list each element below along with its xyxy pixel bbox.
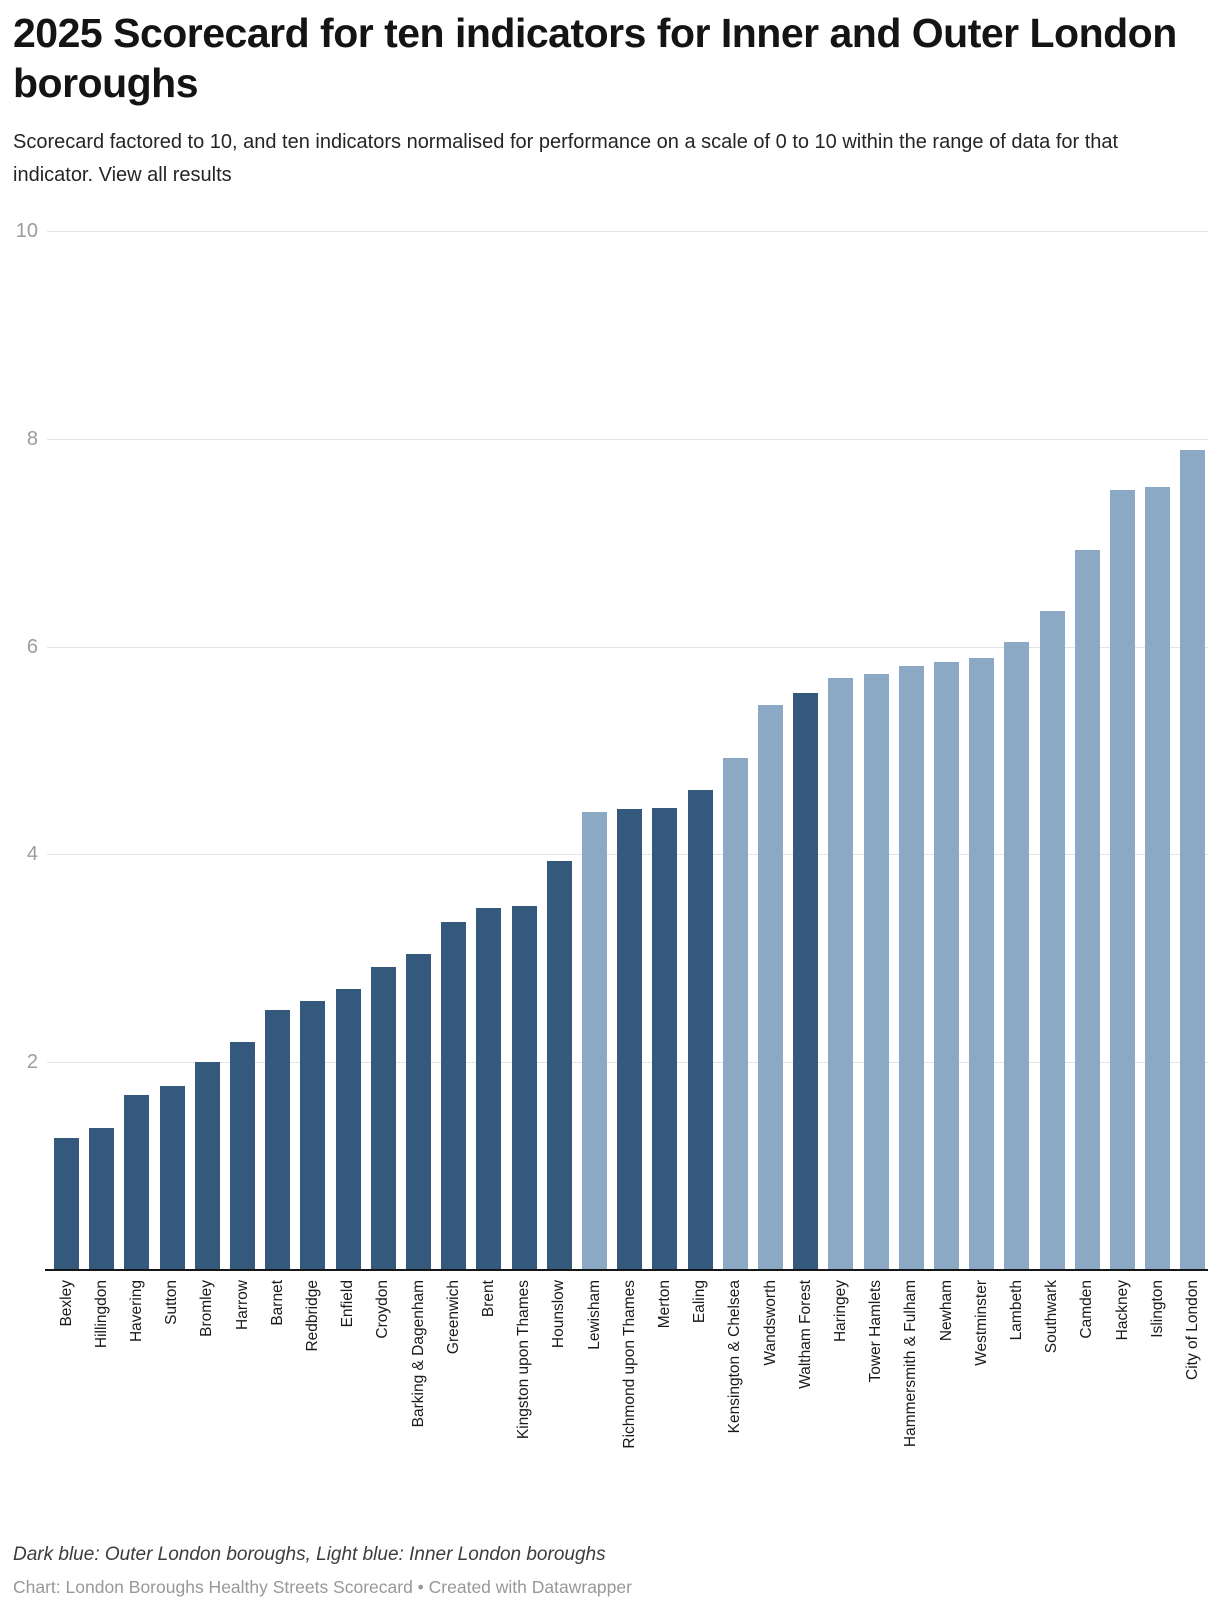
bar-redbridge[interactable] [300, 1000, 326, 1270]
x-axis-label-barking-dagenham: Barking & Dagenham [409, 1280, 427, 1428]
bar-hackney[interactable] [1110, 489, 1135, 1270]
bar-lewisham[interactable] [582, 811, 607, 1270]
bar-haringey[interactable] [828, 677, 854, 1270]
x-axis-label-city-of-london: City of London [1183, 1280, 1201, 1380]
x-axis-label-camden: Camden [1078, 1280, 1096, 1339]
bar-bromley[interactable] [194, 1062, 220, 1270]
y-axis-tick-label-10: 10 [15, 220, 38, 242]
bar-greenwich[interactable] [441, 921, 467, 1270]
subtitle-text: Scorecard factored to 10, and ten indica… [13, 131, 1119, 186]
bar-city-of-london[interactable] [1180, 450, 1206, 1270]
x-axis-label-westminster: Westminster [972, 1280, 990, 1366]
x-axis-label-brent: Brent [479, 1280, 497, 1318]
x-axis-label-wandsworth: Wandsworth [761, 1280, 779, 1366]
x-axis-label-hammersmith-fulham: Hammersmith & Fulham [902, 1280, 920, 1448]
bar-waltham-forest[interactable] [793, 693, 819, 1270]
bar-enfield[interactable] [335, 989, 361, 1270]
y-axis-tick-label-2: 2 [26, 1051, 38, 1074]
x-axis-label-croydon: Croydon [374, 1280, 392, 1339]
credit-line[interactable]: Chart: London Boroughs Healthy Streets S… [13, 1577, 632, 1597]
x-axis-label-redbridge: Redbridge [303, 1280, 321, 1352]
x-axis-label-havering: Havering [127, 1280, 145, 1343]
bar-hillingdon[interactable] [89, 1127, 115, 1270]
x-axis-label-hackney: Hackney [1113, 1280, 1131, 1341]
bar-bexley[interactable] [54, 1138, 79, 1270]
bar-westminster[interactable] [969, 658, 995, 1270]
x-axis-label-waltham-forest: Waltham Forest [796, 1280, 814, 1389]
bar-barking-dagenham[interactable] [406, 954, 431, 1270]
bar-hounslow[interactable] [546, 860, 572, 1270]
x-axis-label-bexley: Bexley [57, 1280, 75, 1327]
bar-newham[interactable] [934, 662, 959, 1270]
bar-kingston-upon-thames[interactable] [511, 906, 537, 1270]
bar-wandsworth[interactable] [758, 704, 783, 1270]
gridline-8 [47, 438, 1208, 440]
bar-richmond-upon-thames[interactable] [617, 808, 643, 1270]
x-axis-label-tower-hamlets: Tower Hamlets [867, 1280, 885, 1383]
x-axis-label-bromley: Bromley [198, 1280, 216, 1337]
y-axis-tick-label-8: 8 [26, 427, 38, 450]
x-axis-label-sutton: Sutton [163, 1280, 181, 1325]
bar-hammersmith-fulham[interactable] [898, 666, 924, 1270]
x-axis-line [45, 1269, 1208, 1271]
view-all-results-link[interactable]: View all results [98, 164, 232, 186]
bar-havering[interactable] [124, 1095, 150, 1270]
x-axis-label-harrow: Harrow [233, 1280, 251, 1330]
bar-camden[interactable] [1074, 549, 1100, 1270]
bar-kensington-chelsea[interactable] [722, 757, 748, 1270]
bar-ealing[interactable] [687, 789, 713, 1270]
x-axis-label-merton: Merton [655, 1280, 673, 1329]
x-axis-label-hillingdon: Hillingdon [92, 1280, 110, 1349]
bar-lambeth[interactable] [1004, 642, 1030, 1270]
bar-harrow[interactable] [230, 1042, 255, 1270]
x-axis-label-kingston-upon-thames: Kingston upon Thames [515, 1280, 533, 1440]
bar-barnet[interactable] [265, 1010, 291, 1270]
bar-croydon[interactable] [370, 966, 396, 1270]
x-axis-label-kensington-chelsea: Kensington & Chelsea [726, 1280, 744, 1434]
x-axis-label-islington: Islington [1148, 1280, 1166, 1338]
y-axis-tick-label-6: 6 [26, 635, 38, 658]
bar-islington[interactable] [1145, 486, 1171, 1270]
x-axis-label-hounslow: Hounslow [550, 1280, 568, 1349]
x-axis-label-barnet: Barnet [268, 1280, 286, 1326]
bar-merton[interactable] [652, 807, 678, 1270]
x-axis-label-newham: Newham [937, 1280, 955, 1342]
chart-title: 2025 Scorecard for ten indicators for In… [13, 10, 1177, 106]
bar-brent[interactable] [476, 908, 502, 1270]
x-axis-label-richmond-upon-thames: Richmond upon Thames [620, 1280, 638, 1449]
x-axis-label-lambeth: Lambeth [1007, 1280, 1025, 1341]
bar-southwark[interactable] [1039, 611, 1065, 1270]
gridline-6 [47, 646, 1208, 648]
x-axis-label-greenwich: Greenwich [444, 1280, 462, 1355]
x-axis-label-southwark: Southwark [1043, 1280, 1061, 1354]
bar-tower-hamlets[interactable] [863, 673, 889, 1270]
legend-note: Dark blue: Outer London boroughs, Light … [13, 1544, 606, 1565]
x-axis-label-haringey: Haringey [831, 1280, 849, 1343]
x-axis-label-ealing: Ealing [691, 1280, 709, 1324]
y-axis-tick-label-4: 4 [26, 843, 38, 866]
gridline-10 [47, 231, 1208, 232]
x-axis-label-lewisham: Lewisham [585, 1280, 603, 1350]
x-axis-label-enfield: Enfield [339, 1280, 357, 1328]
chart-subtitle: Scorecard factored to 10, and ten indica… [13, 126, 1198, 192]
bar-sutton[interactable] [159, 1086, 185, 1270]
